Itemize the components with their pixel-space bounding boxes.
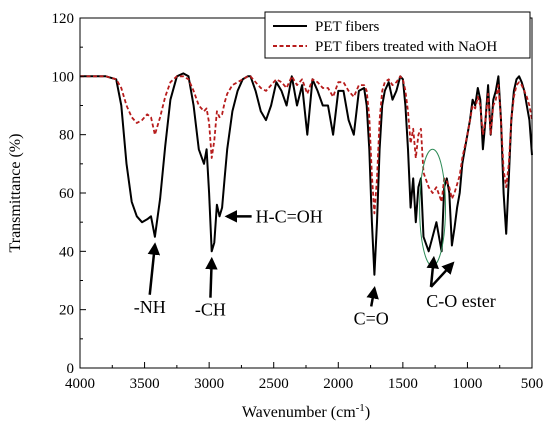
highlight-ellipse: [419, 148, 446, 267]
x-tick-label: 1500: [388, 376, 418, 392]
x-tick-label: 1000: [452, 376, 482, 392]
x-tick-label: 3000: [194, 376, 224, 392]
annotation-arrow: [430, 261, 455, 288]
legend-label-series-1: PET fibers: [315, 19, 379, 35]
y-tick-label: 120: [52, 11, 75, 27]
y-tick-label: 80: [59, 128, 74, 144]
x-axis-title-tail: ): [365, 404, 370, 421]
x-tick-label: 500: [521, 376, 544, 392]
annotation-label: H-C=OH: [256, 206, 323, 226]
series-layer: [80, 72, 533, 276]
annotation-arrow: [426, 255, 439, 288]
y-tick-label: 60: [59, 186, 74, 202]
x-tick-label: 2000: [323, 376, 353, 392]
annotation-label: -NH: [134, 297, 166, 317]
series-line-pet-fibers: [80, 72, 533, 276]
legend: PET fibers PET fibers treated with NaOH: [264, 11, 531, 59]
annotation-layer: -NH -CH H-C=OH C=O C-O ester: [134, 148, 496, 328]
x-axis-title-main: Wavenumber (cm: [242, 404, 356, 421]
x-axis-title: Wavenumber (cm-1): [242, 402, 370, 421]
y-tick-label: 40: [59, 244, 74, 260]
y-tick-label: 20: [59, 303, 74, 319]
annotation-label: -CH: [195, 300, 226, 320]
annotation-label: C-O ester: [426, 291, 495, 311]
x-axis-title-sup: -1: [356, 402, 365, 414]
axes-layer: 4000 3500 3000 2500 2000 1500 1000 500 0 20 40 60 80…: [52, 11, 544, 392]
annotation-arrow: [205, 256, 218, 298]
y-tick-label: 0: [67, 361, 75, 377]
y-axis-title: Transmittance (%): [7, 134, 24, 253]
annotation-arrow: [147, 242, 161, 295]
y-tick-label: 100: [52, 69, 75, 85]
x-tick-label: 2500: [259, 376, 289, 392]
legend-box: [264, 11, 531, 59]
legend-label-series-2: PET fibers treated with NaOH: [315, 39, 497, 55]
annotation-label: C=O: [354, 308, 389, 328]
series-line-pet-naoh: [80, 75, 533, 215]
x-tick-label: 3500: [130, 376, 160, 392]
x-tick-label: 4000: [65, 376, 95, 392]
annotation-arrow: [366, 286, 379, 307]
